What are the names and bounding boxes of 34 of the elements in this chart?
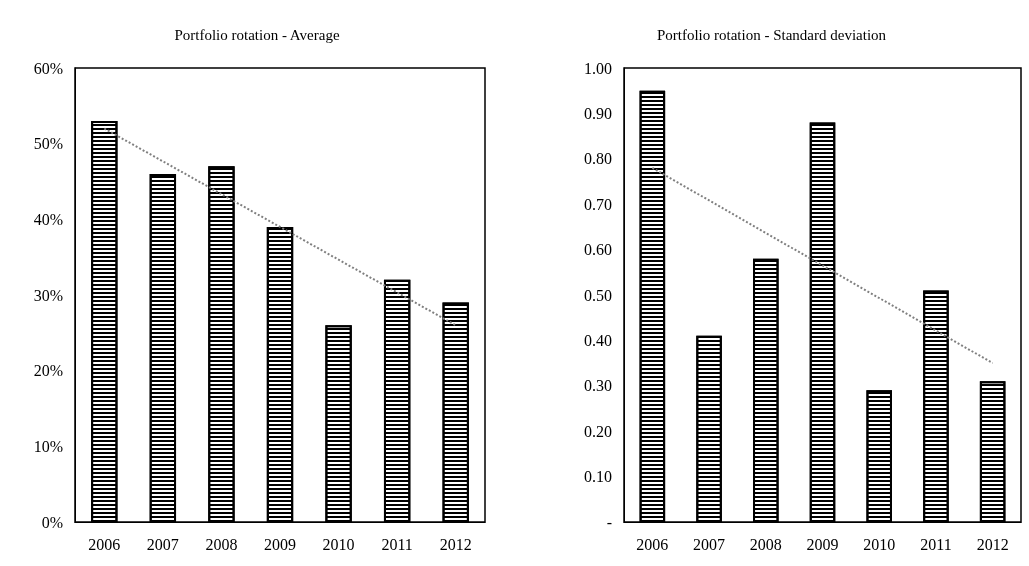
y-tick-label: 20% [33,362,63,380]
x-tick-label: 2008 [205,535,238,553]
y-tick-label: 0.30 [584,377,612,395]
x-tick-label: 2011 [920,535,952,553]
y-tick-label: 50% [33,135,63,153]
chart-title: Portfolio rotation - Standard deviation [656,26,887,43]
y-tick-label: 0% [41,513,63,531]
y-tick-label: 0.10 [584,468,612,486]
x-tick-label: 2009 [806,535,839,553]
y-tick-label: 0.20 [584,422,612,440]
x-tick-label: 2011 [381,535,413,553]
x-tick-label: 2012 [976,535,1009,553]
chart-title: Portfolio rotation - Average [174,26,340,43]
x-tick-label: 2010 [863,535,896,553]
x-tick-label: 2008 [749,535,782,553]
x-tick-label: 2007 [693,535,726,553]
y-tick-label: 0.50 [584,286,612,304]
y-tick-label: - [606,513,612,531]
y-tick-label: 10% [33,437,63,455]
y-tick-label: 0.40 [584,331,612,349]
x-tick-label: 2012 [439,535,472,553]
y-tick-label: 60% [33,59,63,77]
y-tick-label: 0.60 [584,241,612,259]
x-tick-label: 2006 [88,535,121,553]
y-tick-label: 0.90 [584,104,612,122]
y-tick-label: 0.70 [584,195,612,213]
y-tick-label: 0.80 [584,150,612,168]
y-tick-label: 30% [33,286,63,304]
y-tick-label: 1.00 [584,59,612,77]
y-tick-label: 40% [33,210,63,228]
x-tick-label: 2006 [636,535,669,553]
x-tick-label: 2007 [146,535,179,553]
x-tick-label: 2009 [264,535,296,553]
x-tick-label: 2010 [322,535,355,553]
